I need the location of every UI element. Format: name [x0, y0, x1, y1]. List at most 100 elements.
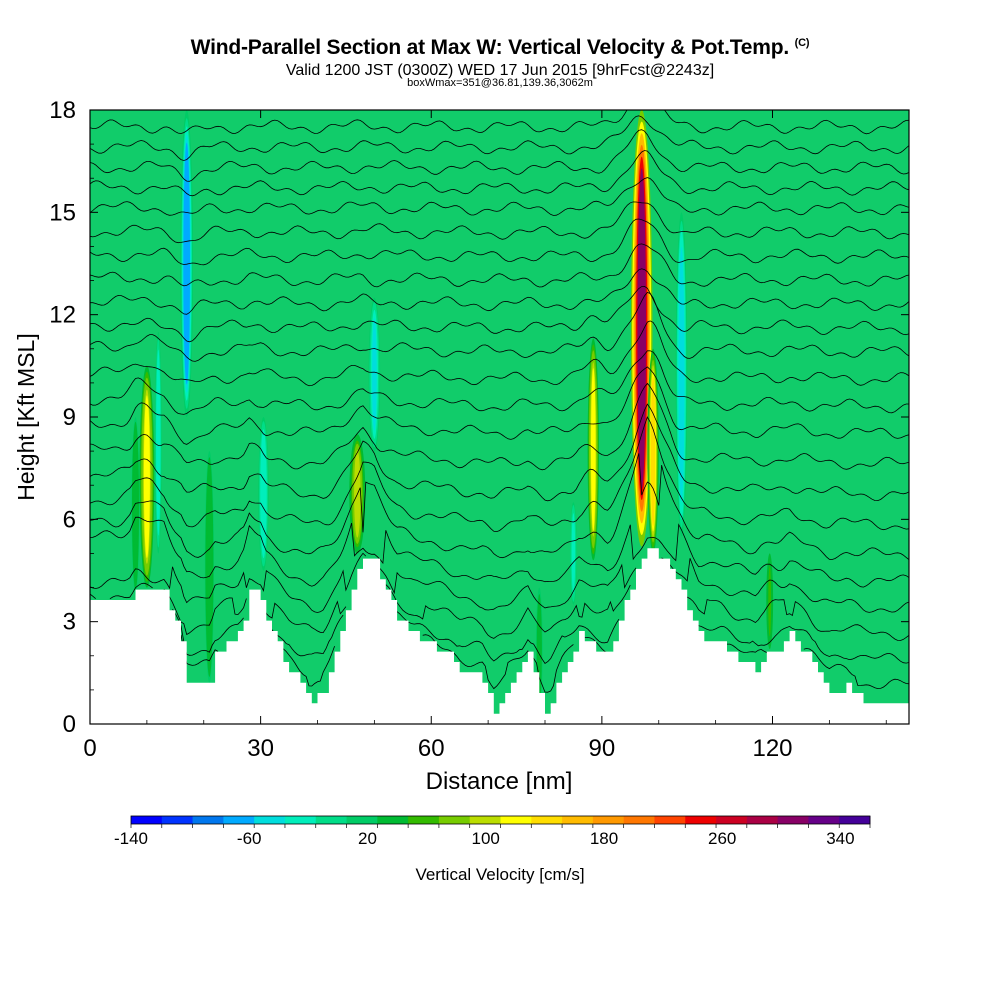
colorbar-swatch [531, 816, 563, 824]
chart-title: Wind-Parallel Section at Max W: Vertical… [0, 36, 1000, 60]
theta-contour [90, 516, 909, 588]
updraft-core-band [143, 395, 150, 558]
colorbar-swatch [839, 816, 871, 824]
chart-title-text: Wind-Parallel Section at Max W: Vertical… [190, 36, 790, 59]
chart-subtitle-max-w: boxWmax=351@36.81,139.36,3062m [407, 77, 593, 89]
colorbar-tick-label: 340 [826, 829, 854, 848]
colorbar-swatch [777, 816, 809, 824]
theta-contour [90, 115, 909, 161]
downdraft-10 [368, 297, 381, 452]
colorbar-tick-label: 100 [472, 829, 500, 848]
colorbar: -140 -60 20 100 180 260 340 [114, 815, 871, 848]
colorbar-swatch [562, 816, 594, 824]
y-tick-label: 3 [63, 609, 76, 636]
y-axis-label: Height [Kft MSL] [13, 333, 39, 500]
updraft-5 [766, 553, 774, 649]
colorbar-swatch [623, 816, 655, 824]
colorbar-tick-label: -140 [114, 829, 148, 848]
colorbar-swatch [716, 816, 748, 824]
colorbar-label: Vertical Velocity [cm/s] [415, 865, 584, 884]
colorbar-swatch [469, 816, 501, 824]
colorbar-tick-label: 180 [590, 829, 618, 848]
theta-contour [90, 366, 909, 445]
colorbar-swatch [377, 816, 409, 824]
theta-contour [90, 285, 909, 343]
colorbar-swatch [223, 816, 255, 824]
x-tick-label: 0 [83, 735, 96, 762]
vertical-velocity-field [131, 110, 774, 711]
theta-contour [90, 453, 909, 561]
theta-contour [90, 110, 909, 135]
x-axis-label: Distance [nm] [426, 768, 573, 795]
y-tick-label: 18 [49, 97, 76, 124]
downdraft-core-band [679, 255, 684, 494]
colorbar-tick-label: 260 [708, 829, 736, 848]
colorbar-swatch [808, 816, 840, 824]
theta-contour [90, 150, 909, 197]
downdraft-9 [180, 110, 193, 417]
theta-contour [90, 416, 909, 533]
colorbar-swatch [685, 816, 717, 824]
updraft-0 [139, 365, 155, 588]
colorbar-tick-label: 20 [358, 829, 377, 848]
theta-contour [90, 291, 909, 362]
downdraft-11 [675, 212, 688, 537]
updraft-2 [587, 338, 599, 561]
downdraft-core-band [261, 437, 266, 551]
updraft-7 [131, 417, 140, 595]
theta-contour [90, 382, 909, 471]
theta-contour [90, 403, 909, 502]
theta-contour [90, 177, 909, 216]
downdraft-core-band [572, 515, 575, 591]
y-tick-label: 9 [63, 404, 76, 431]
theta-contour [172, 608, 909, 664]
y-tick-label: 15 [49, 199, 76, 226]
colorbar-swatch [438, 816, 471, 824]
colorbar-swatch [284, 816, 317, 824]
colorbar-swatch [500, 816, 532, 824]
colorbar-swatch [346, 816, 378, 824]
updraft-core-band [637, 168, 646, 489]
downdraft-core-band [156, 361, 160, 524]
theta-contour [90, 268, 909, 315]
y-tick-label: 6 [63, 506, 76, 533]
x-tick-label: 30 [247, 735, 274, 762]
y-tick-label: 0 [63, 711, 76, 738]
downdraft-core-band [184, 150, 190, 377]
downdraft-12 [258, 417, 269, 571]
colorbar-swatch [408, 816, 440, 824]
colorbar-swatch [131, 816, 163, 824]
colorbar-swatch [254, 816, 286, 824]
updraft-core-band [133, 440, 138, 571]
updraft-core-band [591, 368, 596, 531]
theta-contour [90, 243, 909, 288]
theta-contour [90, 201, 909, 244]
colorbar-swatch [161, 816, 193, 824]
x-tick-label: 90 [589, 735, 616, 762]
theta-contour [90, 129, 909, 182]
copyright-mark: (C) [794, 37, 810, 49]
theta-contour [90, 350, 909, 415]
chart-subtitle: Valid 1200 JST (0300Z) WED 17 Jun 2015 [… [285, 62, 715, 79]
downdraft-core-band [372, 318, 377, 431]
x-tick-label: 120 [752, 735, 792, 762]
x-tick-label: 60 [418, 735, 445, 762]
colorbar-tick-label: -60 [237, 829, 262, 848]
theta-contour [90, 320, 909, 387]
colorbar-swatch [315, 816, 347, 824]
colorbar-swatch [592, 816, 625, 824]
terrain-fill [90, 548, 909, 724]
updraft-core-band [768, 566, 772, 637]
plot-axes: 0 30 60 90 120 0 3 6 9 12 15 18 [49, 97, 910, 762]
updraft-core-band [650, 376, 656, 527]
y-tick-label: 12 [49, 302, 76, 329]
updraft-core-band [207, 481, 212, 653]
colorbar-swatch [746, 816, 779, 824]
theta-contour [90, 218, 909, 266]
terrain-mask [90, 548, 909, 724]
theta-contour [90, 552, 909, 613]
downdraft-14 [570, 502, 577, 605]
colorbar-swatch [192, 816, 224, 824]
colorbar-swatch [654, 816, 686, 824]
